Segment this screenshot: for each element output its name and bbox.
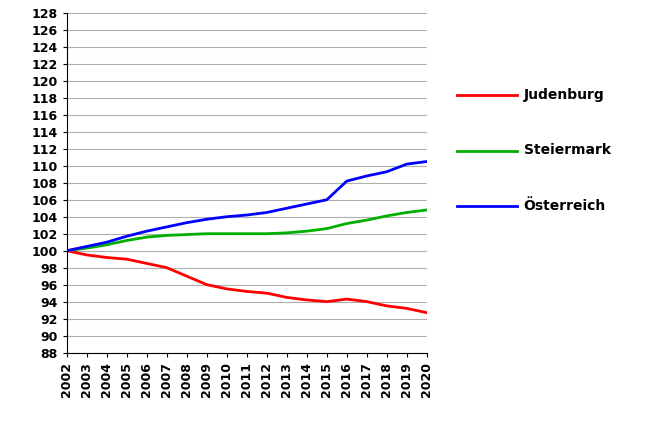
Text: Steiermark: Steiermark [524,144,610,157]
Text: Österreich: Österreich [524,200,606,213]
Text: Judenburg: Judenburg [524,88,604,101]
